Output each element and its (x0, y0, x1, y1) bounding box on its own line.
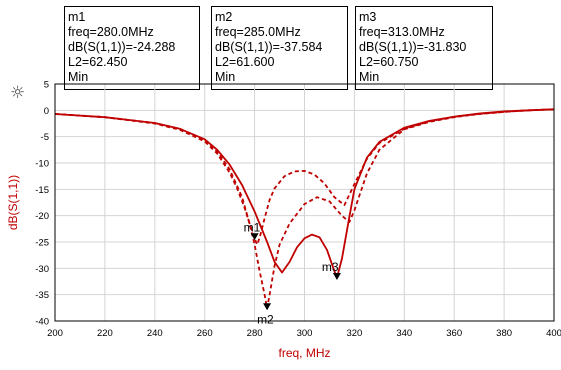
marker-label-m1: m1 (244, 220, 261, 234)
x-tick-label: 240 (147, 328, 163, 339)
marker-name: m3 (359, 10, 377, 24)
marker-label-m2: m2 (257, 312, 274, 326)
x-tick-label: 300 (297, 328, 313, 339)
marker-name: m1 (68, 10, 86, 24)
marker-l2: L2=60.750 (359, 55, 419, 69)
x-tick-label: 200 (47, 328, 63, 339)
marker-annotations: m1 m2 m3 (244, 220, 341, 326)
y-tick-label: -20 (35, 211, 49, 222)
x-tick-label: 340 (396, 328, 412, 339)
marker-triangle-m3 (332, 272, 341, 280)
y-tick-label: -40 (35, 317, 49, 328)
marker-label-m3: m3 (322, 260, 339, 274)
x-axis-title: freq, MHz (278, 346, 330, 360)
x-tick-label: 260 (197, 328, 213, 339)
x-tick-label: 360 (446, 328, 462, 339)
marker-value: dB(S(1,1))=-37.584 (215, 40, 323, 54)
y-tick-label: -15 (35, 185, 49, 196)
tick-labels: 200 220 240 260 280 300 320 340 360 380 400 5 0 -5 -10… (35, 80, 561, 340)
x-tick-label: 220 (97, 328, 113, 339)
marker-freq: freq=313.0MHz (359, 25, 445, 39)
marker-readout-m3: m3 freq=313.0MHz dB(S(1,1))=-31.830 L2=6… (355, 6, 493, 90)
marker-readout-m2: m2 freq=285.0MHz dB(S(1,1))=-37.584 L2=6… (211, 6, 348, 90)
sun-icon[interactable]: ☼ (10, 83, 26, 103)
marker-value: dB(S(1,1))=-24.288 (68, 40, 176, 54)
marker-name: m2 (215, 10, 233, 24)
y-tick-label: -30 (35, 264, 49, 275)
marker-freq: freq=285.0MHz (215, 25, 301, 39)
marker-readout-m1: m1 freq=280.0MHz dB(S(1,1))=-24.288 L2=6… (64, 6, 200, 90)
plot-frame (54, 83, 555, 322)
series-line-3 (54, 108, 555, 246)
y-tick-label: 5 (44, 80, 49, 91)
marker-mode: Min (359, 70, 380, 84)
marker-l2: L2=62.450 (68, 55, 128, 69)
y-tick-label: -25 (35, 238, 49, 249)
y-tick-label: -5 (41, 132, 49, 143)
x-tick-label: 400 (546, 328, 561, 339)
marker-mode: Min (68, 70, 89, 84)
y-tick-label: -35 (35, 290, 49, 301)
marker-freq: freq=280.0MHz (68, 25, 154, 39)
y-tick-label: 0 (44, 106, 49, 117)
x-tick-label: 280 (247, 328, 263, 339)
marker-l2: L2=61.600 (215, 55, 275, 69)
marker-mode: Min (215, 70, 236, 84)
series-lines (54, 108, 555, 310)
marker-value: dB(S(1,1))=-31.830 (359, 40, 467, 54)
y-axis-title: dB(S(1,1)) (6, 175, 20, 230)
x-tick-label: 320 (346, 328, 362, 339)
y-tick-label: -10 (35, 159, 49, 170)
x-tick-label: 380 (496, 328, 512, 339)
marker-triangle-m1 (250, 233, 259, 241)
marker-triangle-m2 (263, 303, 272, 311)
